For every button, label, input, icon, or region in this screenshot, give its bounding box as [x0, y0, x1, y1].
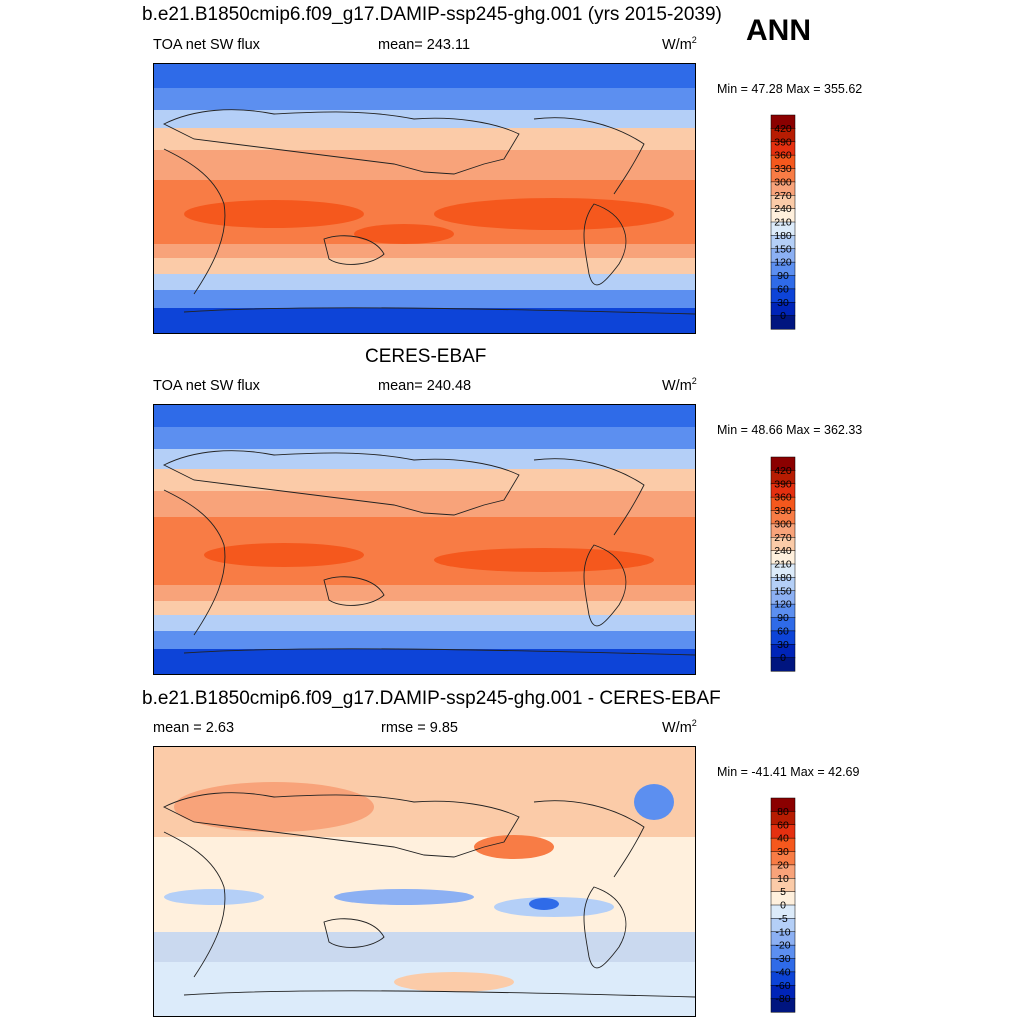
panel-diff-map: [153, 746, 696, 1017]
panel-model-map: [153, 63, 696, 334]
panel-obs-map: [153, 404, 696, 675]
panel-diff-title: b.e21.B1850cmip6.f09_g17.DAMIP-ssp245-gh…: [142, 688, 721, 709]
panel-diff-rmse: rmse = 9.85: [381, 720, 458, 736]
panel-model-minmax: Min = 47.28 Max = 355.62: [717, 82, 863, 96]
colorbar-tick-label: 30: [777, 639, 789, 651]
colorbar-tick-label: 390: [774, 478, 792, 490]
colorbar-tick-label: 270: [774, 190, 792, 202]
colorbar-tick-label: 30: [777, 297, 789, 309]
colorbar-tick-label: -10: [775, 926, 790, 938]
colorbar-swatch: [770, 315, 796, 330]
panel-model-units: W/m2: [662, 35, 697, 53]
colorbar-tick-label: 150: [774, 243, 792, 255]
colorbar-tick-label: 40: [777, 833, 789, 845]
colorbar-tick-label: 60: [777, 283, 789, 295]
panel-obs-colorbar: 420 390 360 330 300 270 240 210 180 150 120 90 60 30 0: [770, 456, 796, 672]
panel-obs-minmax: Min = 48.66 Max = 362.33: [717, 423, 863, 437]
colorbar-tick-label: 10: [777, 873, 789, 885]
colorbar-tick-label: -20: [775, 940, 790, 952]
colorbar-tick-label: 0: [780, 310, 786, 322]
panel-obs-units: W/m2: [662, 376, 697, 394]
colorbar-tick-label: 30: [777, 846, 789, 858]
colorbar-tick-label: 270: [774, 532, 792, 544]
colorbar-swatch: [770, 657, 796, 672]
colorbar-tick-label: 180: [774, 230, 792, 242]
colorbar-tick-label: 210: [774, 559, 792, 571]
colorbar-tick-label: 420: [774, 123, 792, 135]
colorbar-tick-label: 80: [777, 806, 789, 818]
colorbar-tick-label: -60: [775, 980, 790, 992]
colorbar-tick-label: 180: [774, 572, 792, 584]
colorbar-tick-label: 360: [774, 150, 792, 162]
colorbar-tick-label: 120: [774, 599, 792, 611]
panel-model-colorbar: 420 390 360 330 300 270 240 210 180 150 120 90 60 30 0: [770, 114, 796, 330]
colorbar-tick-label: -5: [778, 913, 787, 925]
panel-model-mean: mean= 243.11: [378, 37, 471, 53]
colorbar-tick-label: 0: [780, 900, 786, 912]
panel-obs-mean: mean= 240.48: [378, 378, 472, 394]
colorbar-tick-label: -80: [775, 993, 790, 1005]
colorbar-tick-label: 390: [774, 136, 792, 148]
colorbar-tick-label: 60: [777, 819, 789, 831]
season-label: ANN: [746, 14, 811, 47]
panel-obs-title: CERES-EBAF: [365, 346, 487, 367]
panel-obs-variable: TOA net SW flux: [153, 378, 260, 394]
colorbar-tick-label: 360: [774, 492, 792, 504]
colorbar-tick-label: 150: [774, 585, 792, 597]
colorbar-tick-label: 5: [780, 886, 786, 898]
colorbar-tick-label: 120: [774, 257, 792, 269]
panel-diff-units: W/m2: [662, 718, 697, 736]
colorbar-tick-label: 20: [777, 859, 789, 871]
colorbar-tick-label: -40: [775, 966, 790, 978]
colorbar-swatch: [770, 998, 796, 1013]
colorbar-tick-label: 300: [774, 176, 792, 188]
colorbar-tick-label: 240: [774, 203, 792, 215]
colorbar-tick-label: 420: [774, 465, 792, 477]
panel-model-title: b.e21.B1850cmip6.f09_g17.DAMIP-ssp245-gh…: [142, 4, 722, 25]
panel-model-variable: TOA net SW flux: [153, 37, 260, 53]
colorbar-tick-label: 0: [780, 652, 786, 664]
colorbar-tick-label: 300: [774, 518, 792, 530]
colorbar-tick-label: 90: [777, 612, 789, 624]
colorbar-tick-label: 240: [774, 545, 792, 557]
panel-diff-minmax: Min = -41.41 Max = 42.69: [717, 765, 860, 779]
colorbar-tick-label: 210: [774, 217, 792, 229]
panel-diff-colorbar: 80 60 40 30 20 10 5 0 -5 -10 -20 -30 -40 -60 -80: [770, 797, 796, 1013]
colorbar-tick-label: -30: [775, 953, 790, 965]
colorbar-tick-label: 90: [777, 270, 789, 282]
colorbar-tick-label: 330: [774, 163, 792, 175]
panel-diff-mean: mean = 2.63: [153, 720, 235, 736]
colorbar-tick-label: 60: [777, 625, 789, 637]
colorbar-tick-label: 330: [774, 505, 792, 517]
